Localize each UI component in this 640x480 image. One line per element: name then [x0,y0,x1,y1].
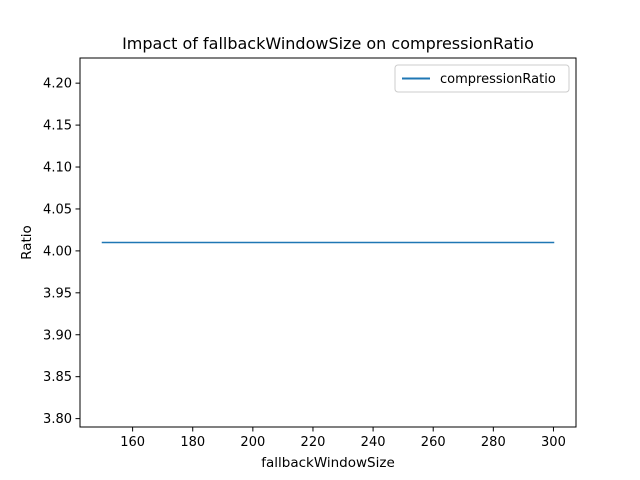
x-tick-label: 200 [240,435,265,450]
plot-frame [79,57,577,428]
y-tick-label: 3.95 [43,286,72,301]
chart-title: Impact of fallbackWindowSize on compress… [122,34,534,53]
y-tick-label: 4.15 [43,119,72,134]
y-tick-label: 4.10 [43,161,72,176]
y-tick-label: 3.90 [43,328,72,343]
y-tick-label: 3.85 [43,370,72,385]
x-tick-label: 240 [361,435,386,450]
x-axis-ticks: 160 180 200 220 240 260 280 300 [120,427,566,450]
legend: compressionRatio [394,64,570,93]
x-tick-label: 220 [301,435,326,450]
x-axis-label: fallbackWindowSize [261,455,395,471]
y-tick-label: 4.20 [43,77,72,92]
legend-box [394,64,570,93]
y-axis-label: Ratio [19,225,35,260]
x-tick-label: 280 [481,435,506,450]
legend-label: compressionRatio [440,72,556,87]
x-tick-label: 180 [180,435,205,450]
x-tick-label: 260 [421,435,446,450]
y-tick-label: 4.05 [43,202,72,217]
x-tick-label: 300 [541,435,566,450]
x-tick-label: 160 [120,435,145,450]
y-axis-ticks: 3.80 3.85 3.90 3.95 4.00 4.05 4.10 4.15 4.20 [43,77,80,427]
y-tick-label: 4.00 [43,244,72,259]
y-tick-label: 3.80 [43,412,72,427]
